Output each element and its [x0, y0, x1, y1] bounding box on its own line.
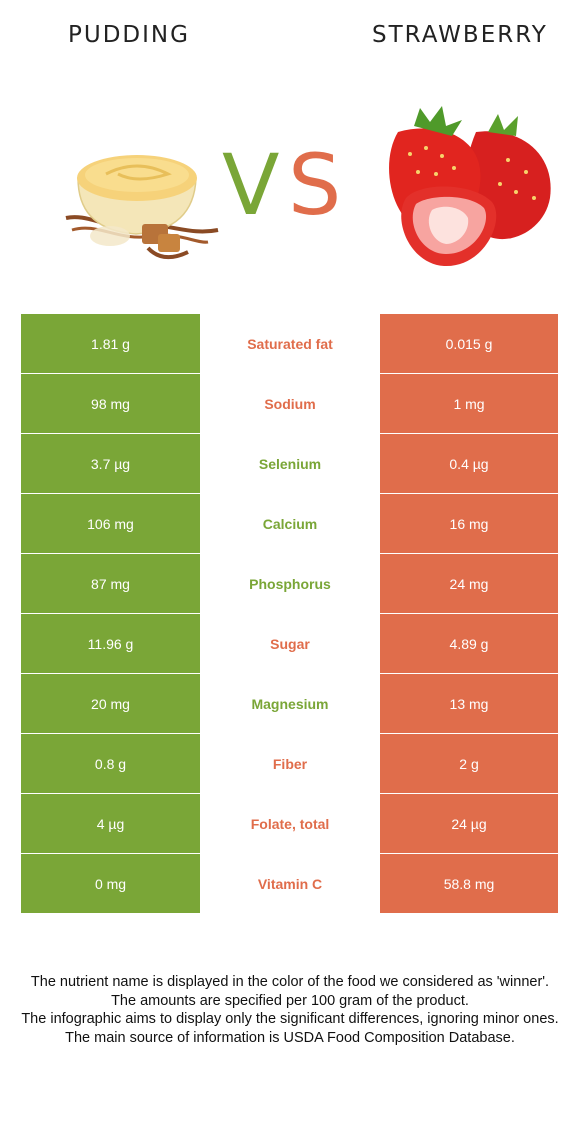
nutrient-name: Calcium [200, 493, 380, 554]
food-title-left: PUDDING [68, 22, 190, 48]
nutrient-row: 87 mg Phosphorus 24 mg [21, 553, 558, 614]
nutrient-name: Sugar [200, 613, 380, 674]
nutrient-row: 106 mg Calcium 16 mg [21, 493, 558, 554]
footer-notes: The nutrient name is displayed in the co… [18, 973, 562, 1047]
pudding-value: 98 mg [21, 373, 200, 434]
vs-letter-v: V [222, 136, 280, 234]
footer-line: The amounts are specified per 100 gram o… [111, 992, 469, 1009]
pudding-value: 3.7 µg [21, 433, 200, 494]
footer-line: The nutrient name is displayed in the co… [30, 974, 550, 990]
pudding-value: 87 mg [21, 553, 200, 614]
food-title-right: STRAWBERRY [372, 22, 548, 48]
pudding-value: 0 mg [21, 853, 200, 914]
pudding-value: 4 µg [21, 793, 200, 854]
nutrient-name: Folate, total [200, 793, 380, 854]
pudding-value: 0.8 g [21, 733, 200, 794]
nutrient-name: Phosphorus [200, 553, 380, 614]
nutrient-row: 0.8 g Fiber 2 g [21, 733, 558, 794]
strawberry-value: 24 µg [380, 793, 558, 854]
strawberry-value: 13 mg [380, 673, 558, 734]
strawberry-value: 24 mg [380, 553, 558, 614]
strawberry-value: 0.015 g [380, 314, 558, 374]
pudding-value: 106 mg [21, 493, 200, 554]
strawberry-value: 16 mg [380, 493, 558, 554]
pudding-value: 20 mg [21, 673, 200, 734]
nutrient-name: Selenium [200, 433, 380, 494]
comparison-table: 1.81 g Saturated fat 0.015 g 98 mg Sodium 1 m… [21, 314, 558, 914]
pudding-value: 1.81 g [21, 314, 200, 374]
pudding-value: 11.96 g [21, 613, 200, 674]
nutrient-row: 0 mg Vitamin C 58.8 mg [21, 853, 558, 914]
nutrient-row: 20 mg Magnesium 13 mg [21, 673, 558, 734]
strawberry-value: 1 mg [380, 373, 558, 434]
strawberry-value: 58.8 mg [380, 853, 558, 914]
nutrient-row: 4 µg Folate, total 24 µg [21, 793, 558, 854]
footer-line: The infographic aims to display only the… [21, 1011, 559, 1027]
strawberry-value: 4.89 g [380, 613, 558, 674]
strawberry-value: 0.4 µg [380, 433, 558, 494]
nutrient-name: Sodium [200, 373, 380, 434]
nutrient-name: Saturated fat [200, 314, 380, 374]
nutrient-row: 11.96 g Sugar 4.89 g [21, 613, 558, 674]
pudding-image [65, 155, 219, 260]
nutrient-row: 3.7 µg Selenium 0.4 µg [21, 433, 558, 494]
strawberry-value: 2 g [380, 733, 558, 794]
nutrient-name: Magnesium [200, 673, 380, 734]
nutrient-row: 1.81 g Saturated fat 0.015 g [21, 314, 558, 374]
vs-label: V S [222, 140, 352, 230]
strawberry-image [389, 106, 551, 267]
nutrient-name: Vitamin C [200, 853, 380, 914]
nutrient-name: Fiber [200, 733, 380, 794]
vs-letter-s: S [288, 136, 342, 234]
nutrient-row: 98 mg Sodium 1 mg [21, 373, 558, 434]
footer-line: The main source of information is USDA F… [65, 1029, 515, 1046]
